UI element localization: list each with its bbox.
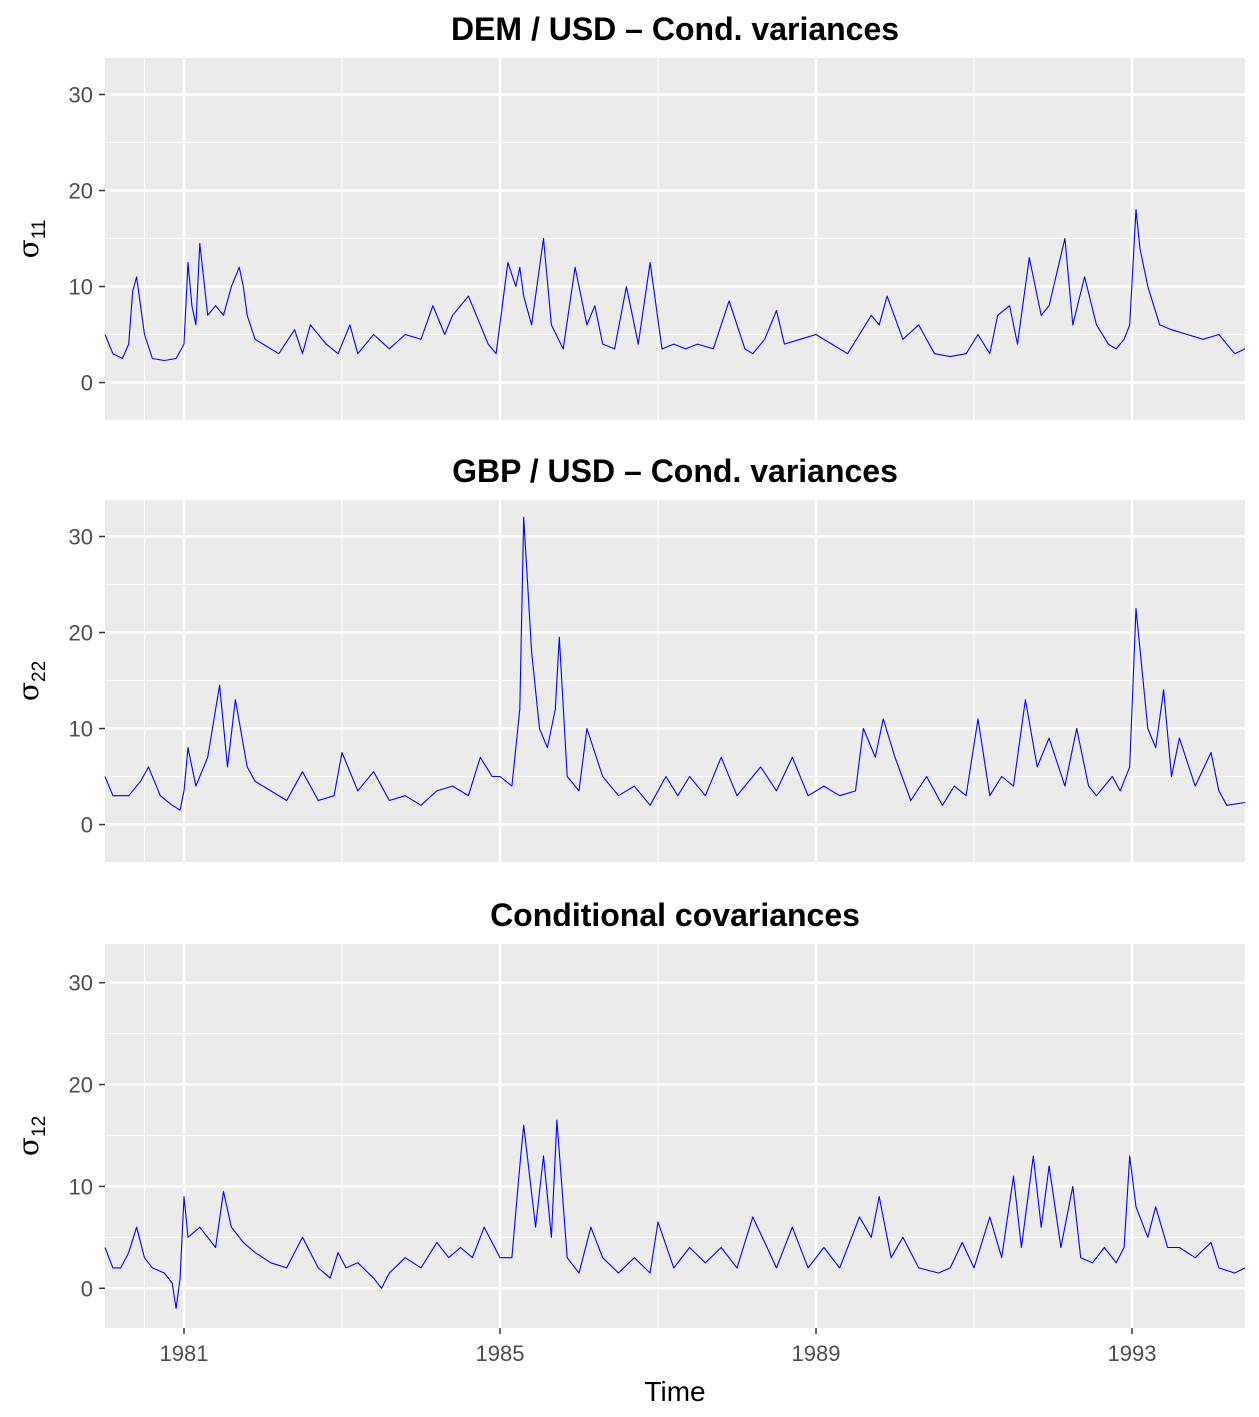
- grid: [105, 944, 1245, 1328]
- y-tick-label: 30: [69, 82, 93, 107]
- series-line-gbp-usd: [104, 516, 1246, 811]
- y-tick-label: 20: [69, 621, 93, 646]
- y-axis-symbol: σ: [12, 239, 45, 258]
- panel-gbp-usd: GBP / USD – Cond. variances 0 10 20 30 σ22: [12, 453, 1246, 862]
- panel-background: [105, 944, 1245, 1328]
- y-tick-label: 0: [81, 371, 93, 396]
- x-axis-title: Time: [644, 1376, 705, 1407]
- y-tick-label: 0: [81, 1276, 93, 1301]
- y-tick-label: 20: [69, 179, 93, 204]
- panel-covariances: Conditional covariances 0 10 20 30 σ12: [12, 897, 1246, 1328]
- x-tick-label: 1993: [1108, 1341, 1157, 1366]
- y-axis-title: σ11: [12, 220, 50, 259]
- grid: [105, 58, 1245, 420]
- y-tick-label: 30: [69, 524, 93, 549]
- panel-title: DEM / USD – Cond. variances: [451, 11, 899, 47]
- y-tick-label: 10: [69, 275, 93, 300]
- y-tick-label: 30: [69, 971, 93, 996]
- y-axis-title: σ22: [12, 661, 50, 701]
- y-tick-label: 10: [69, 717, 93, 742]
- y-tick-label: 0: [81, 813, 93, 838]
- y-axis-subscript: 22: [29, 661, 50, 682]
- x-tick-label: 1985: [476, 1341, 525, 1366]
- y-axis-ticks: 0 10 20 30: [69, 82, 105, 396]
- y-tick-label: 10: [69, 1174, 93, 1199]
- panel-title: Conditional covariances: [490, 897, 860, 933]
- series-line-covariances: [104, 1119, 1246, 1310]
- series-line-dem-usd: [104, 209, 1246, 362]
- panel-title: GBP / USD – Cond. variances: [452, 453, 898, 489]
- y-axis-ticks: 0 10 20 30: [69, 971, 105, 1301]
- y-axis-ticks: 0 10 20 30: [69, 524, 105, 838]
- y-axis-title: σ12: [12, 1116, 50, 1156]
- x-axis-ticks: 1981 1985 1989 1993: [160, 1328, 1157, 1366]
- panel-dem-usd: DEM / USD – Cond. variances 0 10 20 30 σ11: [12, 11, 1246, 420]
- y-axis-symbol: σ: [12, 682, 45, 701]
- y-axis-subscript: 12: [29, 1116, 50, 1137]
- y-axis-symbol: σ: [12, 1137, 45, 1156]
- y-axis-subscript: 11: [29, 220, 50, 240]
- grid: [105, 500, 1245, 862]
- x-tick-label: 1981: [160, 1341, 209, 1366]
- y-tick-label: 20: [69, 1073, 93, 1098]
- x-tick-label: 1989: [792, 1341, 841, 1366]
